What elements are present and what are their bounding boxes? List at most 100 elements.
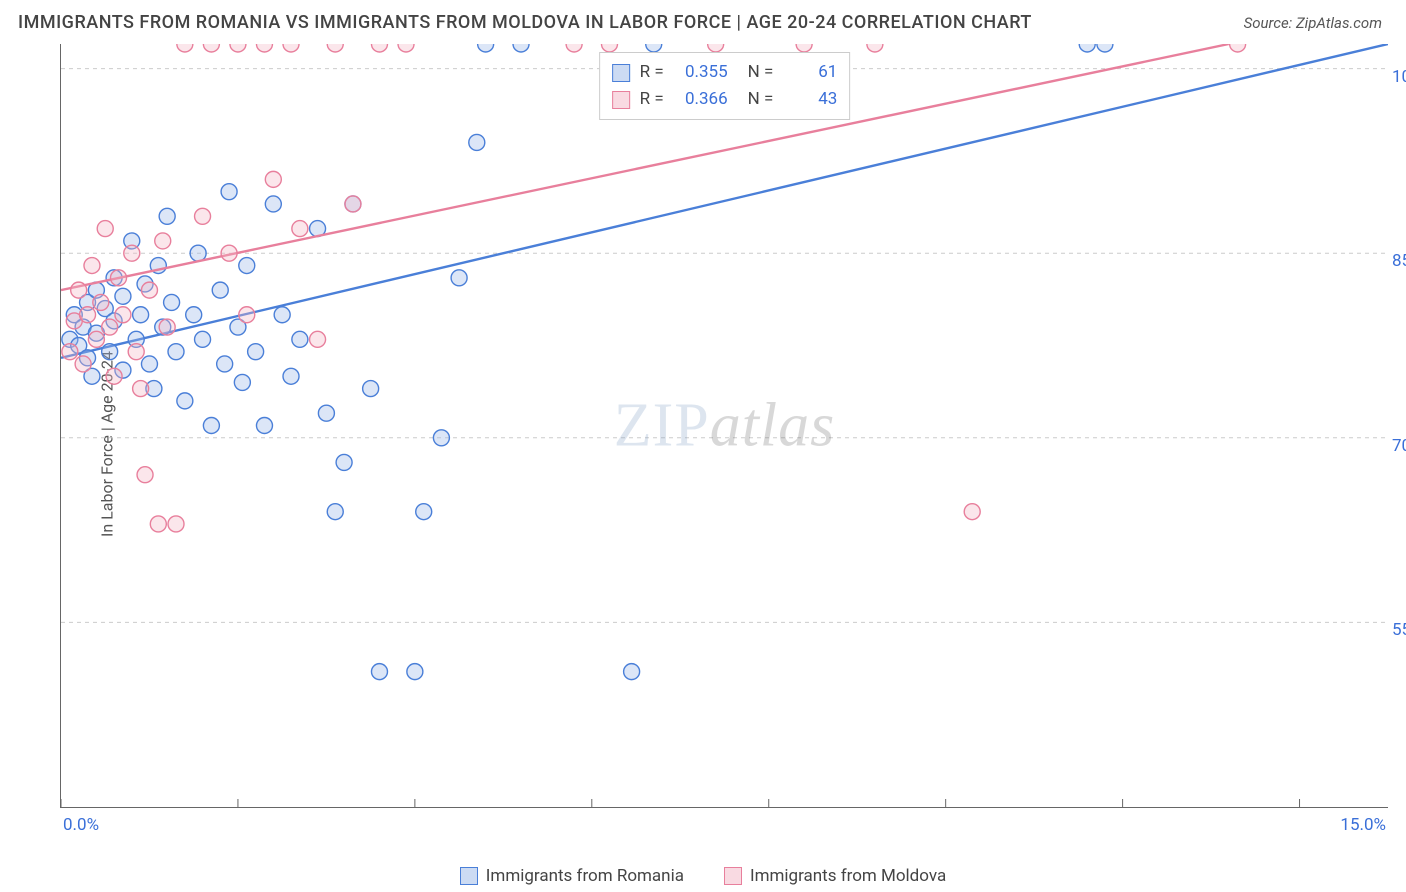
data-point <box>195 331 211 347</box>
data-point <box>150 516 166 532</box>
series-legend-label: Immigrants from Moldova <box>750 866 946 886</box>
y-tick-label: 100.0% <box>1392 67 1406 87</box>
data-point <box>239 258 255 274</box>
data-point <box>133 381 149 397</box>
data-point <box>62 344 78 360</box>
data-point <box>75 356 91 372</box>
n-label: N = <box>748 86 774 113</box>
n-value: 61 <box>783 59 837 86</box>
data-point <box>177 393 193 409</box>
r-value: 0.355 <box>674 59 728 86</box>
data-point <box>283 44 299 52</box>
series-legend-label: Immigrants from Romania <box>486 866 684 886</box>
data-point <box>217 356 233 372</box>
data-point <box>168 344 184 360</box>
data-point <box>336 454 352 470</box>
data-point <box>265 171 281 187</box>
data-point <box>407 664 423 680</box>
data-point <box>363 381 379 397</box>
data-point <box>708 44 724 52</box>
chart-title: IMMIGRANTS FROM ROMANIA VS IMMIGRANTS FR… <box>18 12 1032 33</box>
data-point <box>221 184 237 200</box>
data-point <box>327 44 343 52</box>
data-point <box>256 418 272 434</box>
data-point <box>867 44 883 52</box>
data-point <box>124 245 140 261</box>
data-point <box>292 221 308 237</box>
data-point <box>159 208 175 224</box>
data-point <box>230 44 246 52</box>
data-point <box>102 344 118 360</box>
data-point <box>212 282 228 298</box>
data-point <box>111 270 127 286</box>
data-point <box>310 331 326 347</box>
y-tick-label: 70.0% <box>1392 436 1406 456</box>
data-point <box>265 196 281 212</box>
data-point <box>115 307 131 323</box>
series-legend-item: Immigrants from Moldova <box>724 866 946 886</box>
r-value: 0.366 <box>674 86 728 113</box>
legend-swatch <box>460 867 478 885</box>
data-point <box>345 196 361 212</box>
data-point <box>469 134 485 150</box>
x-tick-label: 15.0% <box>1340 815 1386 835</box>
data-point <box>513 44 529 52</box>
data-point <box>327 504 343 520</box>
correlation-legend-row: R =0.355N =61 <box>612 59 838 86</box>
x-tick-label: 0.0% <box>63 815 99 835</box>
y-tick-label: 85.0% <box>1392 251 1406 271</box>
data-point <box>203 418 219 434</box>
data-point <box>88 331 104 347</box>
data-point <box>203 44 219 52</box>
data-point <box>164 294 180 310</box>
data-point <box>177 44 193 52</box>
data-point <box>318 405 334 421</box>
correlation-legend-row: R = 0.366 N = 43 <box>612 86 838 113</box>
y-tick-label: 55.0% <box>1392 620 1406 640</box>
data-point <box>1079 44 1095 52</box>
data-point <box>93 294 109 310</box>
data-point <box>256 44 272 52</box>
data-point <box>239 307 255 323</box>
data-point <box>248 344 264 360</box>
data-point <box>433 430 449 446</box>
data-point <box>964 504 980 520</box>
data-point <box>133 307 149 323</box>
data-point <box>451 270 467 286</box>
data-point <box>190 245 206 261</box>
data-point <box>221 245 237 261</box>
r-label: R = <box>640 86 664 113</box>
legend-swatch <box>612 91 630 109</box>
data-point <box>566 44 582 52</box>
data-point <box>168 516 184 532</box>
data-point <box>371 44 387 52</box>
data-point <box>84 258 100 274</box>
data-point <box>601 44 617 52</box>
data-point <box>115 288 131 304</box>
data-point <box>71 282 87 298</box>
data-point <box>80 307 96 323</box>
data-point <box>141 282 157 298</box>
data-point <box>97 221 113 237</box>
data-point <box>292 331 308 347</box>
data-point <box>274 307 290 323</box>
n-value: 43 <box>783 86 837 113</box>
data-point <box>195 208 211 224</box>
plot-area: ZIPatlas R =0.355N =61R =0.366N =43 55.0… <box>60 44 1388 808</box>
series-legend-item: Immigrants from Romania <box>460 866 684 886</box>
data-point <box>159 319 175 335</box>
data-point <box>106 368 122 384</box>
data-point <box>624 664 640 680</box>
data-point <box>128 344 144 360</box>
data-point <box>102 319 118 335</box>
data-point <box>1230 44 1246 52</box>
data-point <box>478 44 494 52</box>
data-point <box>796 44 812 52</box>
data-point <box>155 233 171 249</box>
data-point <box>398 44 414 52</box>
data-point <box>646 44 662 52</box>
data-point <box>371 664 387 680</box>
legend-swatch <box>724 867 742 885</box>
data-point <box>141 356 157 372</box>
n-label: N = <box>748 59 774 86</box>
